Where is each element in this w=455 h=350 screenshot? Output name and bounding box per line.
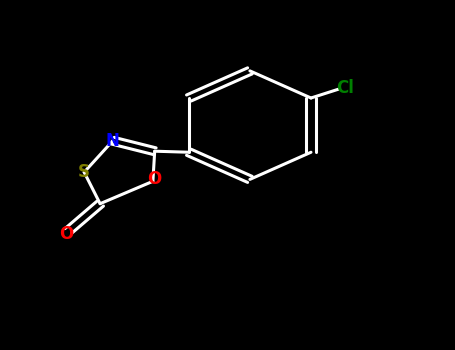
Text: O: O	[59, 225, 73, 243]
Text: S: S	[78, 163, 90, 181]
Text: O: O	[147, 170, 162, 188]
Text: Cl: Cl	[336, 79, 354, 97]
Text: N: N	[106, 132, 120, 150]
